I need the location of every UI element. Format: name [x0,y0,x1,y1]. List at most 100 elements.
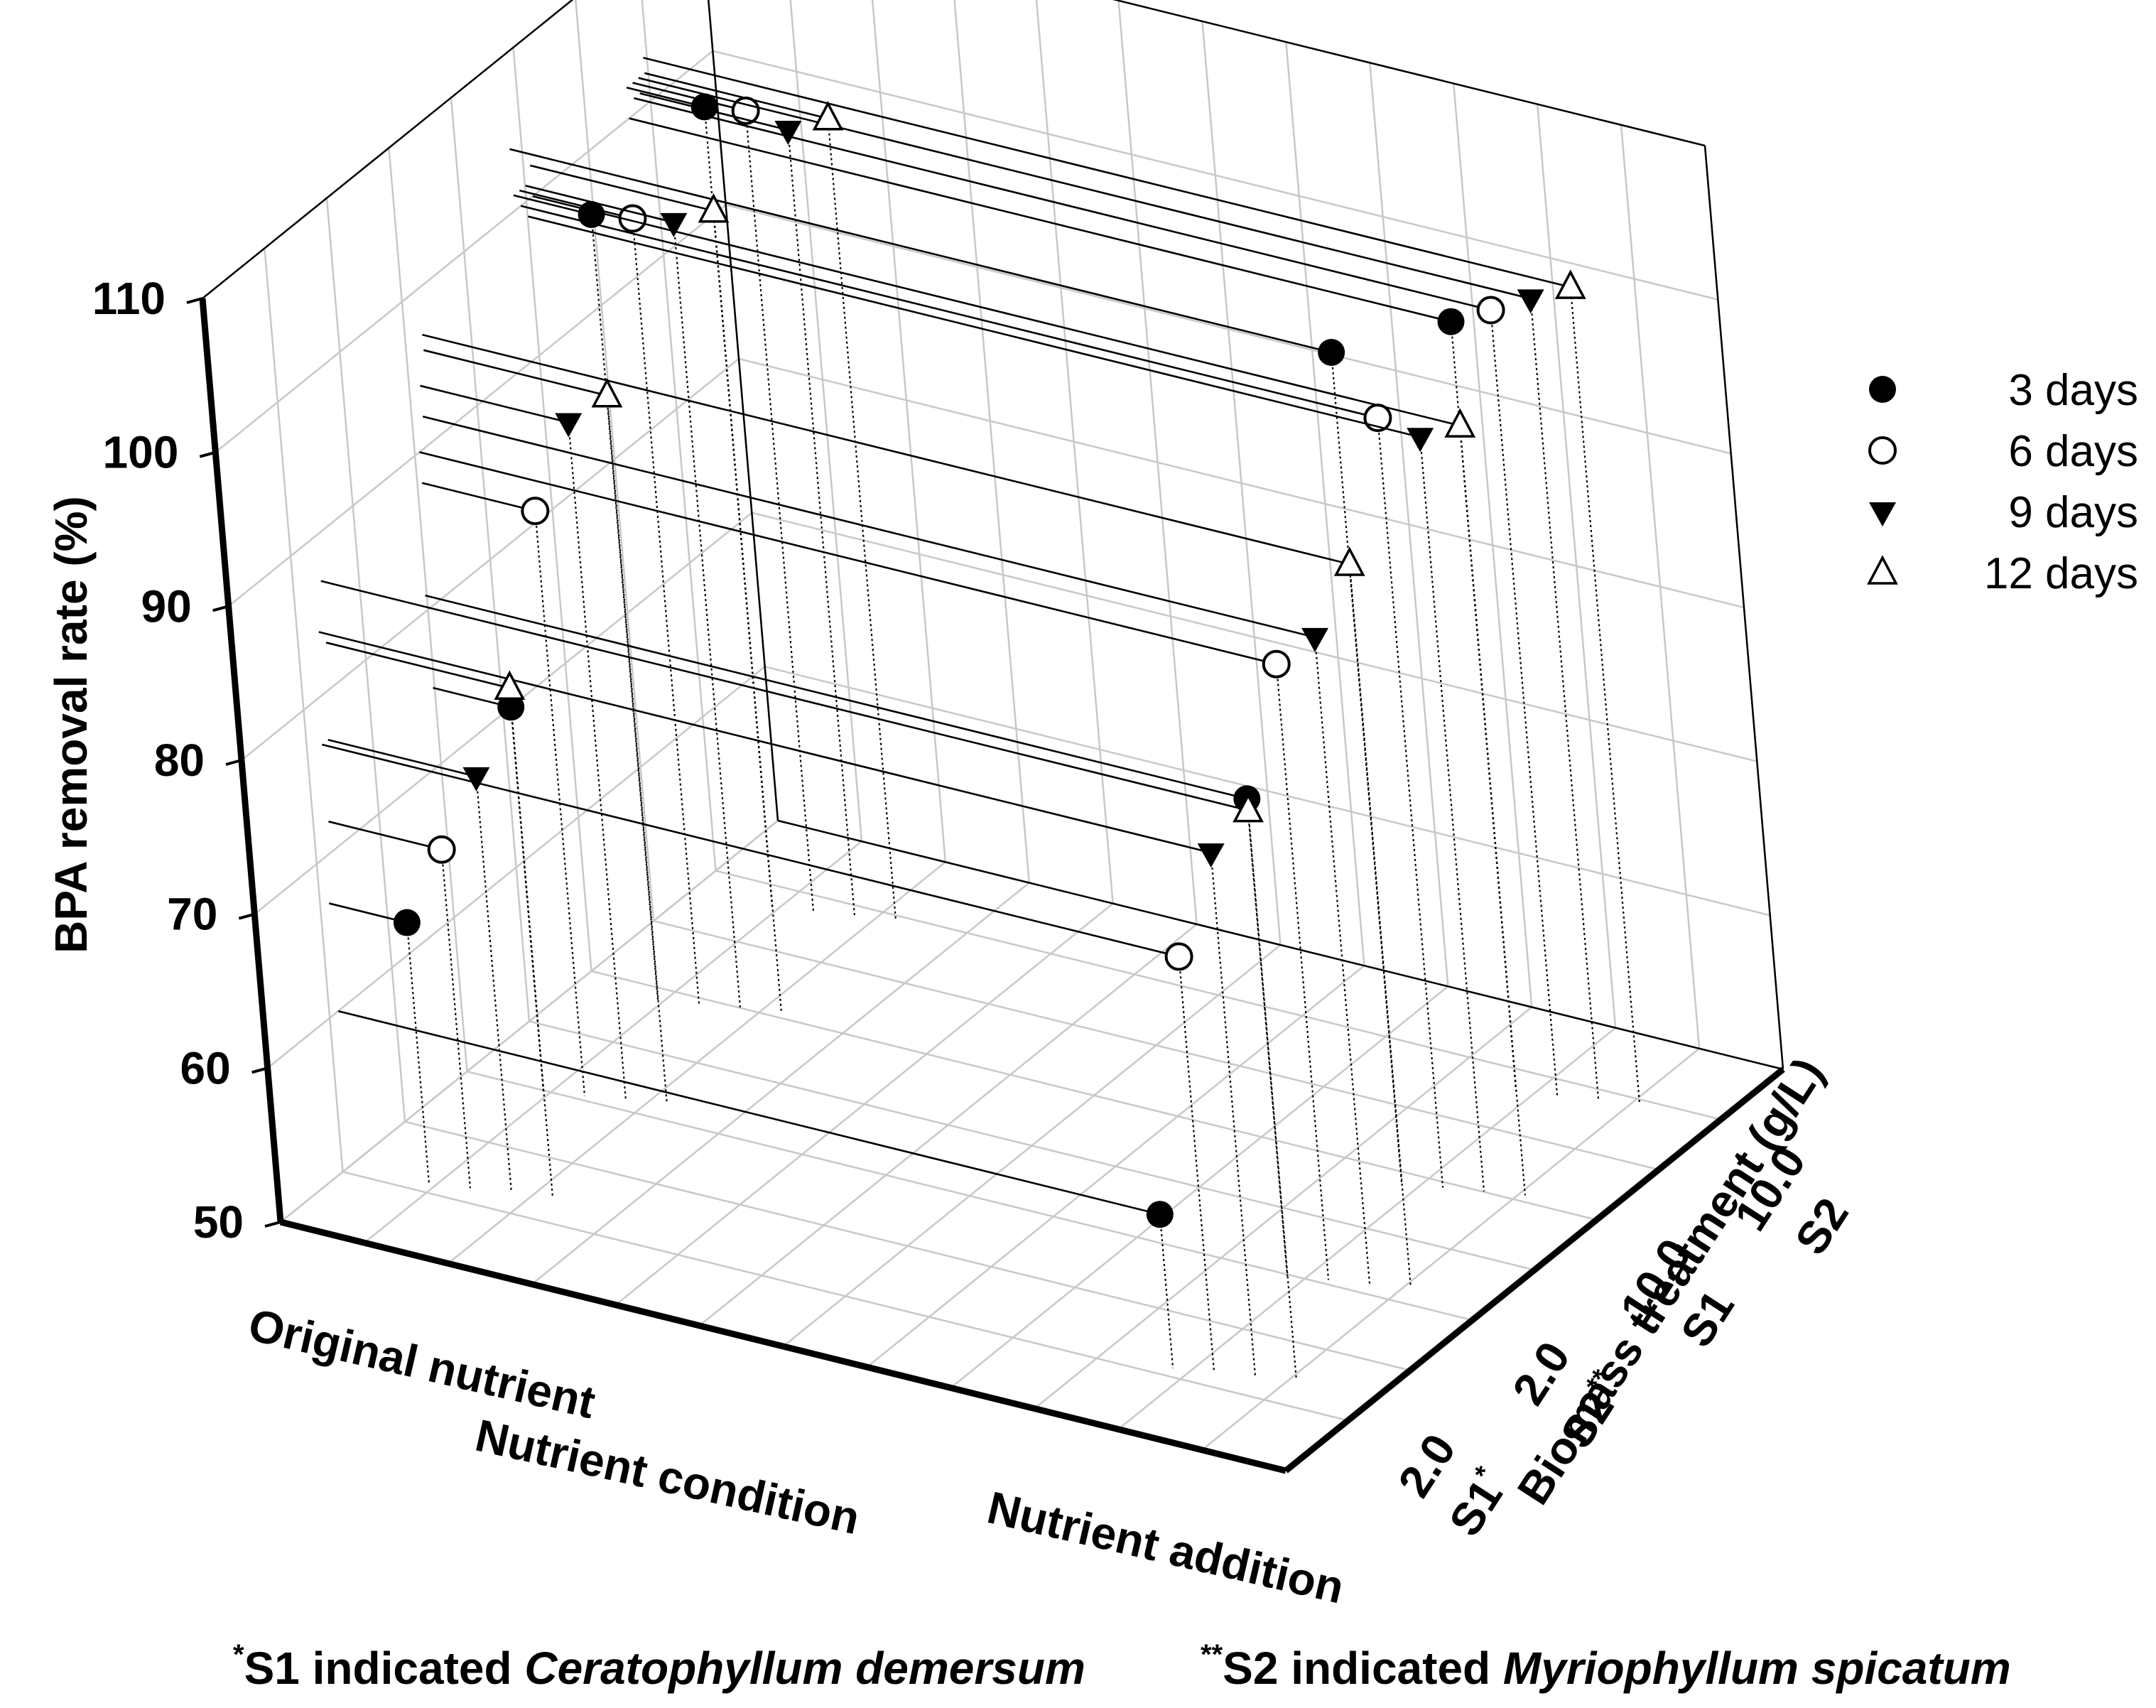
z-tick-label: 100 [103,427,179,478]
legend-label: 9 days [2008,488,2138,537]
x-axis-tick-labels: Original nutrient Nutrient addition [244,1299,1348,1614]
level-line [528,215,1421,438]
data-point [812,101,844,131]
series-3 [318,77,1600,1376]
drop-line [590,214,659,1000]
data-point [1554,269,1586,299]
data-point [1233,792,1264,823]
data-point [462,767,490,791]
level-line [328,821,442,850]
level-line [529,164,714,212]
y-axis-title: Biomass treatment (g/L) [1507,1049,1833,1513]
level-line [532,195,1461,427]
legend-marker [1867,555,1898,585]
data-point [1197,843,1225,868]
footnote-s2: **S2 indicated Myriophyllum spicatum [1201,1639,2011,1694]
drop-line [510,707,545,1093]
drop-line [1178,956,1215,1373]
z-axis-title: BPA removal rate (%) [45,496,97,953]
level-line [325,642,510,689]
data-point [1301,627,1329,652]
level-line [421,482,536,512]
legend-marker [1868,436,1897,465]
level-line [509,148,1332,354]
data-point [1517,289,1544,314]
svg-text:S2: S2 [1785,1189,1858,1264]
level-line [643,56,1571,288]
drop-line [1348,563,1412,1288]
drop-line [713,210,782,1012]
drop-line [475,776,513,1192]
level-line [318,631,1211,854]
x-tick-label: Original nutrient [244,1299,600,1428]
level-line [520,205,1378,419]
drop-line [1210,853,1257,1376]
level-line [629,117,1451,323]
level-line [419,451,1277,666]
drop-line [787,129,856,916]
data-point [1444,408,1476,438]
drop-line [1490,310,1559,1096]
level-line [525,185,674,224]
data-point [1437,308,1465,335]
y-tick-label: 2.0S1* [1388,1425,1512,1545]
x-tick-label: Nutrient addition [982,1481,1348,1613]
level-line [633,97,1491,311]
level-line [320,580,1249,811]
x-axis-title: Nutrient condition [471,1410,865,1545]
data-point [591,377,623,408]
legend: 3 days 6 days 9 days 12 days [1867,366,2138,598]
data-point [1333,546,1365,576]
level-line [639,92,789,131]
level-line [337,1010,1161,1216]
drop-line [606,395,668,1104]
data-point [1318,338,1345,366]
legend-marker [1869,376,1896,403]
level-line [420,384,569,423]
data-point [427,835,456,864]
z-tick-label: 90 [141,580,191,632]
z-tick-label: 110 [92,273,166,324]
level-line [422,415,1316,639]
z-tick-label: 80 [154,735,205,786]
legend-label: 6 days [2008,427,2138,476]
drop-line [1246,799,1289,1277]
data-point [1407,428,1434,453]
data-point [1164,942,1193,971]
drop-line [440,849,472,1189]
level-line [519,189,633,220]
footnote-s1: *S1 indicated Ceratophyllum demersum [233,1639,1085,1694]
drop-line [1247,810,1298,1380]
data-point [494,670,526,701]
footnotes: *S1 indicated Ceratophyllum demersum **S… [233,1639,2011,1694]
drop-line [1313,637,1371,1284]
series-2 [321,82,1559,1373]
drop-line [673,222,742,1008]
drop-line [1159,1214,1174,1368]
drop-line [568,422,627,1100]
data-point [1146,1201,1174,1228]
data-point [497,693,525,721]
z-tick-label: 50 [193,1196,244,1248]
level-line [321,743,1179,958]
legend-label: 12 days [1984,549,2138,598]
data-point [393,909,421,936]
level-line [422,333,1350,566]
level-line [638,77,1531,300]
data-point [698,193,730,223]
legend-label: 3 days [2008,366,2138,415]
level-line [425,594,1247,800]
drop-line [406,922,430,1184]
series-4 [320,56,1641,1380]
drop-line [509,688,553,1196]
level-line [423,349,607,396]
data-point [555,413,583,438]
drop-line [1419,437,1485,1192]
data-point [1476,296,1505,325]
data-point [521,497,550,526]
level-line [632,82,746,112]
series-1 [328,86,1517,1368]
z-tick-label: 60 [180,1042,230,1093]
drop-line [632,218,700,1004]
